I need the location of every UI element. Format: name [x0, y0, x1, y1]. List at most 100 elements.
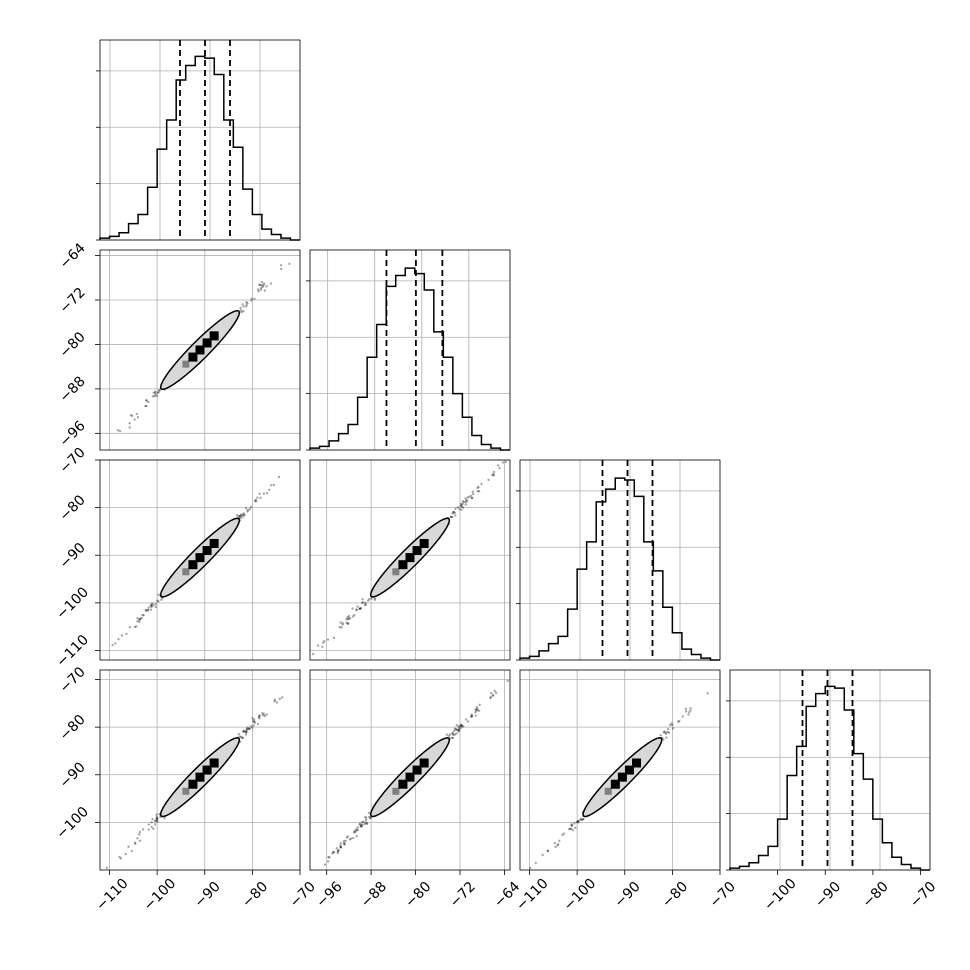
- scatter-point: [553, 842, 556, 845]
- x-tick-label: −90: [812, 879, 844, 911]
- scatter-point: [474, 709, 478, 712]
- scatter-point: [364, 815, 367, 819]
- density-cell: [195, 772, 205, 782]
- scatter-point: [150, 603, 153, 606]
- scatter-point: [460, 725, 463, 728]
- scatter-point: [358, 607, 362, 610]
- scatter-point: [477, 485, 480, 489]
- scatter-point: [114, 642, 117, 645]
- scatter-point: [573, 822, 576, 825]
- scatter-point: [665, 736, 668, 739]
- scatter-point: [244, 507, 248, 510]
- scatter-point: [361, 597, 364, 601]
- scatter-point: [239, 516, 243, 520]
- scatter-point: [241, 515, 245, 518]
- scatter-point: [367, 598, 371, 601]
- scatter-point: [351, 607, 354, 610]
- scatter-point: [687, 713, 690, 716]
- scatter-point: [346, 835, 350, 838]
- scatter-point: [238, 735, 242, 738]
- scatter-point: [344, 839, 347, 843]
- density-cell: [419, 538, 429, 548]
- scatter-point: [582, 817, 585, 821]
- scatter-point: [332, 850, 336, 854]
- x-tick-label: −90: [611, 879, 643, 911]
- panel-grid: [100, 40, 300, 241]
- scatter-point: [250, 299, 253, 302]
- scatter-point: [268, 488, 271, 491]
- density-cell: [188, 779, 198, 789]
- panel-grid: [310, 250, 510, 451]
- scatter-point: [351, 615, 355, 618]
- density-cell: [202, 765, 212, 775]
- scatter-point: [263, 289, 267, 292]
- scatter-point: [356, 826, 359, 829]
- scatter-point: [460, 502, 463, 506]
- scatter-point: [456, 728, 459, 732]
- scatter-point: [128, 422, 131, 425]
- scatter-point: [136, 617, 139, 620]
- scatter-point: [144, 608, 148, 612]
- scatter-point: [240, 735, 243, 739]
- scatter-point: [259, 496, 262, 500]
- scatter-point: [145, 404, 148, 408]
- scatter-point: [326, 638, 330, 641]
- scatter-point: [133, 625, 137, 629]
- scatter-point: [248, 727, 251, 730]
- y-tick-label: −88: [57, 373, 89, 405]
- scatter-point: [153, 819, 157, 823]
- scatter-point: [345, 618, 348, 621]
- scatter-point: [459, 726, 462, 730]
- scatter-point: [346, 622, 350, 625]
- scatter-point: [358, 607, 362, 611]
- scatter-point: [156, 816, 159, 820]
- scatter-point: [138, 830, 142, 834]
- density-cell: [209, 331, 219, 341]
- scatter-point: [359, 825, 362, 828]
- scatter-point: [137, 833, 141, 836]
- x-tick-label: −80: [659, 879, 691, 911]
- x-tick-label: −88: [358, 879, 390, 911]
- density-cell: [188, 352, 198, 362]
- scatter-point: [150, 821, 153, 824]
- scatter-point: [245, 728, 248, 731]
- scatter-point: [454, 514, 457, 517]
- scatter-point: [456, 505, 460, 509]
- scatter-point: [546, 849, 550, 853]
- scatter-point: [358, 822, 362, 825]
- y-tick-label: −70: [57, 445, 89, 477]
- scatter-point: [160, 598, 163, 601]
- scatter-point: [261, 285, 265, 288]
- scatter-point: [364, 816, 368, 820]
- scatter-point: [129, 414, 133, 417]
- scatter-point: [141, 613, 144, 617]
- scatter-point: [452, 511, 456, 514]
- density-cell: [624, 765, 634, 775]
- panel-frame: [99, 459, 301, 661]
- scatter-point: [577, 819, 580, 823]
- scatter-point: [157, 391, 160, 394]
- scatter-point: [367, 811, 371, 815]
- scatter-point: [239, 306, 242, 310]
- x-tick-label: −100: [141, 876, 180, 915]
- scatter-point: [331, 852, 334, 855]
- density-cell: [392, 787, 400, 795]
- scatter-point: [570, 824, 574, 827]
- scatter-point: [259, 288, 263, 291]
- density-cell: [392, 568, 400, 576]
- scatter-point: [464, 718, 468, 721]
- scatter-point: [241, 736, 244, 740]
- scatter-point: [258, 492, 261, 496]
- scatter-point: [451, 512, 454, 515]
- scatter-point: [458, 507, 461, 511]
- scatter-point: [256, 288, 260, 291]
- scatter-point: [346, 622, 350, 625]
- y-tick-label: −110: [53, 632, 92, 671]
- scatter-point: [447, 734, 451, 738]
- scatter-point: [149, 605, 153, 608]
- scatter-point: [562, 832, 566, 835]
- scatter-point: [147, 828, 150, 831]
- scatter-point: [666, 730, 670, 734]
- scatter-point: [346, 615, 349, 619]
